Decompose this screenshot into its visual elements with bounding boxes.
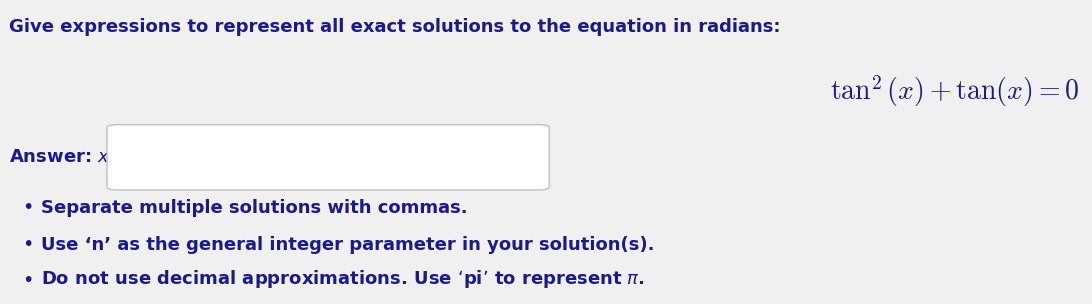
Text: •: • — [22, 199, 33, 217]
Text: •: • — [22, 271, 33, 290]
FancyBboxPatch shape — [107, 125, 549, 190]
Text: Give expressions to represent all exact solutions to the equation in radians:: Give expressions to represent all exact … — [9, 18, 781, 36]
Text: Separate multiple solutions with commas.: Separate multiple solutions with commas. — [41, 199, 468, 217]
Text: Use ‘n’ as the general integer parameter in your solution(s).: Use ‘n’ as the general integer parameter… — [41, 236, 655, 254]
Text: •: • — [22, 235, 33, 254]
Text: Do not use decimal approximations. Use ‘pi’ to represent $\pi$.: Do not use decimal approximations. Use ‘… — [41, 268, 645, 290]
Text: Answer: $x$ =: Answer: $x$ = — [9, 147, 130, 166]
Text: $\tan^2(x) + \tan(x) = 0$: $\tan^2(x) + \tan(x) = 0$ — [830, 73, 1079, 109]
